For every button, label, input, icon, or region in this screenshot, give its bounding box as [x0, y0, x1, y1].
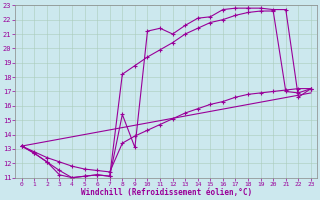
X-axis label: Windchill (Refroidissement éolien,°C): Windchill (Refroidissement éolien,°C)	[81, 188, 252, 197]
